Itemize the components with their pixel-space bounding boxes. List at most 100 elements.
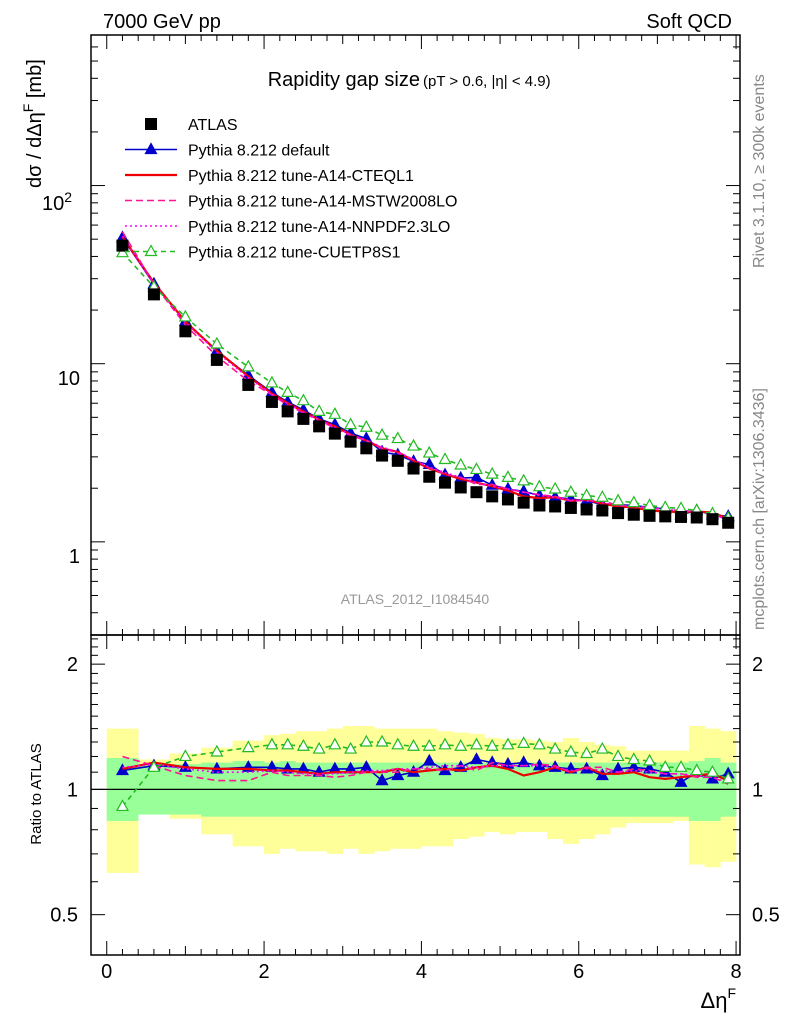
ratio-point-pythia-8-212-tune-cuetp8s1 bbox=[281, 737, 295, 750]
ratio-point-pythia-8-212-tune-cuetp8s1 bbox=[265, 737, 279, 750]
main-title-sub: (pT > 0.6, |η| < 4.9) bbox=[423, 73, 551, 90]
ratio-point-pythia-8-212-default bbox=[115, 763, 129, 776]
ratio-point-pythia-8-212-tune-cuetp8s1 bbox=[721, 771, 735, 784]
xlabel-text: Δη bbox=[701, 988, 728, 1013]
ratio-point-pythia-8-212-tune-cuetp8s1 bbox=[517, 736, 531, 748]
ratio-frame bbox=[90, 634, 741, 956]
ratio-ylabel: Ratio to ATLAS bbox=[28, 743, 45, 844]
main-point-atlas bbox=[391, 454, 404, 467]
ratio-point-pythia-8-212-default bbox=[422, 753, 436, 766]
ratio-point-pythia-8-212-tune-cuetp8s1 bbox=[658, 760, 672, 772]
main-ytick-100: 102 bbox=[42, 189, 72, 215]
ratio-point-pythia-8-212-tune-cuetp8s1 bbox=[611, 749, 625, 762]
main-point-atlas bbox=[659, 510, 672, 523]
ratio-line-pythia-8-212-tune-a14-nnpdf2-3lo bbox=[122, 763, 729, 784]
ratio-point-pythia-8-212-tune-cuetp8s1 bbox=[391, 737, 405, 750]
main-point-pythia-8-212-tune-cuetp8s1 bbox=[422, 445, 436, 458]
main-point-atlas bbox=[549, 500, 562, 513]
main-ylabel-unit: [mb] bbox=[24, 59, 46, 103]
main-point-atlas bbox=[439, 476, 451, 489]
main-point-atlas bbox=[533, 499, 546, 512]
header-right: Soft QCD bbox=[646, 11, 732, 33]
main-point-atlas bbox=[281, 405, 294, 418]
watermark: ATLAS_2012_I1084540 bbox=[341, 591, 490, 607]
main-point-pythia-8-212-tune-cuetp8s1 bbox=[178, 309, 192, 322]
ratio-point-pythia-8-212-tune-cuetp8s1 bbox=[422, 738, 436, 751]
ratio-ticks bbox=[91, 635, 740, 956]
main-point-atlas bbox=[313, 420, 326, 433]
main-point-pythia-8-212-tune-cuetp8s1 bbox=[265, 375, 279, 388]
ratio-point-pythia-8-212-tune-cuetp8s1 bbox=[178, 749, 192, 762]
main-point-atlas bbox=[596, 504, 609, 517]
ratio-line-pythia-8-212-tune-a14-mstw2008lo bbox=[122, 755, 729, 785]
ratio-point-pythia-8-212-tune-cuetp8s1 bbox=[501, 737, 515, 750]
ratio-point-pythia-8-212-tune-cuetp8s1 bbox=[485, 738, 499, 751]
main-point-pythia-8-212-tune-cuetp8s1 bbox=[312, 404, 326, 416]
main-line-pythia-8-212-tune-a14-nnpdf2-3lo bbox=[121, 235, 729, 521]
ratio-point-pythia-8-212-tune-cuetp8s1 bbox=[115, 799, 129, 812]
ratio-point-pythia-8-212-tune-cuetp8s1 bbox=[532, 737, 546, 750]
header-left: 7000 GeV pp bbox=[103, 11, 221, 33]
legend-label-pythia-8-212-tune-a14-nnpdf2-3lo: Pythia 8.212 tune-A14-NNPDF2.3LO bbox=[188, 219, 450, 236]
ratio-ytick-0.5-right: 0.5 bbox=[752, 905, 780, 927]
main-point-pythia-8-212-tune-cuetp8s1 bbox=[469, 462, 483, 475]
main-point-pythia-8-212-tune-cuetp8s1 bbox=[643, 498, 657, 511]
ratio-point-pythia-8-212-tune-cuetp8s1 bbox=[643, 753, 657, 766]
main-point-atlas bbox=[242, 378, 255, 391]
ratio-point-pythia-8-212-tune-cuetp8s1 bbox=[454, 738, 468, 751]
ratio-ytick-2-right: 2 bbox=[752, 654, 763, 676]
main-point-atlas bbox=[690, 511, 703, 524]
main-point-pythia-8-212-tune-cuetp8s1 bbox=[407, 438, 421, 451]
xtick-6: 6 bbox=[573, 961, 584, 983]
main-point-atlas bbox=[344, 435, 357, 448]
main-ytick-1: 1 bbox=[69, 546, 80, 568]
ratio-point-pythia-8-212-tune-cuetp8s1 bbox=[312, 741, 326, 754]
main-point-pythia-8-212-tune-cuetp8s1 bbox=[501, 470, 515, 483]
main-point-atlas bbox=[722, 516, 735, 529]
ratio-point-pythia-8-212-tune-cuetp8s1 bbox=[241, 740, 255, 753]
legend-label-atlas: ATLAS bbox=[188, 117, 238, 134]
legend-label-pythia-8-212-tune-cuetp8s1: Pythia 8.212 tune-CUETP8S1 bbox=[188, 245, 401, 262]
ratio-ytick-2-left: 2 bbox=[67, 654, 78, 676]
ratio-point-pythia-8-212-tune-cuetp8s1 bbox=[359, 734, 373, 747]
xtick-0: 0 bbox=[101, 961, 112, 983]
ratio-panel: Ratio to ATLAS 2 1 0.5 2 1 0.5 0 2 4 6 8… bbox=[28, 634, 780, 1013]
ratio-point-pythia-8-212-tune-cuetp8s1 bbox=[627, 752, 641, 765]
main-point-atlas bbox=[517, 496, 530, 509]
main-point-atlas bbox=[501, 493, 514, 506]
main-point-pythia-8-212-tune-cuetp8s1 bbox=[627, 495, 641, 508]
main-point-atlas bbox=[643, 509, 656, 522]
main-ticks bbox=[91, 34, 740, 636]
main-point-pythia-8-212-default bbox=[469, 470, 483, 483]
main-point-pythia-8-212-tune-cuetp8s1 bbox=[375, 427, 389, 440]
main-ylabel-sup: F bbox=[20, 104, 36, 113]
ratio-point-pythia-8-212-tune-cuetp8s1 bbox=[328, 737, 342, 750]
main-point-pythia-8-212-tune-cuetp8s1 bbox=[564, 484, 578, 497]
main-point-atlas bbox=[675, 510, 687, 523]
legend-marker-atlas bbox=[145, 118, 157, 130]
main-point-pythia-8-212-tune-cuetp8s1 bbox=[281, 385, 295, 398]
main-point-pythia-8-212-tune-cuetp8s1 bbox=[438, 452, 452, 465]
rivet-label: Rivet 3.1.10, ≥ 300k events bbox=[751, 74, 768, 268]
xtick-4: 4 bbox=[416, 961, 427, 983]
ratio-point-pythia-8-212-tune-cuetp8s1 bbox=[705, 764, 719, 777]
main-point-pythia-8-212-tune-cuetp8s1 bbox=[359, 419, 373, 432]
main-point-pythia-8-212-tune-cuetp8s1 bbox=[595, 489, 609, 502]
ratio-point-pythia-8-212-tune-cuetp8s1 bbox=[375, 734, 389, 747]
main-ylabel: dσ / dΔηF [mb] bbox=[20, 59, 46, 188]
main-point-pythia-8-212-tune-cuetp8s1 bbox=[611, 493, 625, 506]
ratio-uncertainty-bands bbox=[106, 726, 737, 873]
main-point-pythia-8-212-tune-cuetp8s1 bbox=[548, 481, 562, 494]
ratio-point-pythia-8-212-tune-cuetp8s1 bbox=[438, 737, 452, 750]
main-point-pythia-8-212-tune-cuetp8s1 bbox=[210, 336, 224, 349]
main-point-pythia-8-212-tune-cuetp8s1 bbox=[296, 393, 310, 406]
ratio-point-pythia-8-212-tune-cuetp8s1 bbox=[407, 738, 421, 751]
ratio-point-pythia-8-212-tune-cuetp8s1 bbox=[469, 737, 483, 750]
main-point-atlas bbox=[627, 508, 640, 521]
main-point-pythia-8-212-tune-cuetp8s1 bbox=[580, 488, 594, 501]
ratio-point-pythia-8-212-tune-cuetp8s1 bbox=[210, 744, 224, 757]
main-point-atlas bbox=[706, 513, 719, 526]
main-point-atlas bbox=[179, 325, 192, 338]
legend-label-pythia-8-212-default: Pythia 8.212 default bbox=[188, 143, 330, 160]
